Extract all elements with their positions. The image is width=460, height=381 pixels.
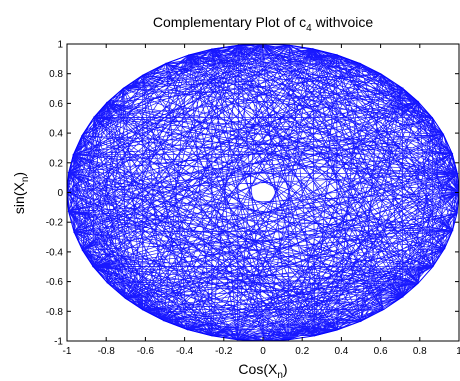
y-axis-label-suffix: ) <box>11 172 27 177</box>
plot-area: -1 -0.8 -0.6 -0.4 -0.2 0 0.2 0.4 0.6 0.8 1 -1-0.8-… <box>46 40 460 358</box>
x-tick-label: 0 <box>260 346 266 357</box>
x-axis-label-subscript: n <box>277 370 283 381</box>
chart-title-main: Complementary Plot of c <box>153 14 306 30</box>
x-axis-label-main: Cos(X <box>238 361 278 377</box>
x-tick-label: -0.4 <box>176 346 194 357</box>
x-axis-label: Cos(Xn) <box>238 361 287 381</box>
y-axis-label-main: sin(X <box>11 182 27 215</box>
x-tick-label: -0.6 <box>137 346 155 357</box>
y-tick-label: 0 <box>57 188 63 199</box>
x-tick-label: -1 <box>63 346 72 357</box>
chart-title-suffix: withvoice <box>312 14 374 30</box>
y-tick-label: 0.4 <box>49 129 63 140</box>
chart-title-subscript: 4 <box>306 23 312 34</box>
data-layer <box>67 44 459 341</box>
x-tick-label: 0.4 <box>334 346 348 357</box>
y-tick-label: 0.6 <box>49 99 63 110</box>
chart-title: Complementary Plot of c4 withvoice <box>153 14 374 34</box>
y-tick-label: -0.4 <box>46 247 64 258</box>
y-axis-label-subscript: n <box>20 177 31 183</box>
x-tick-label: 1 <box>456 346 460 357</box>
y-tick-label: 0.2 <box>49 158 63 169</box>
series-boundary <box>67 44 459 341</box>
y-tick-label: 0.8 <box>49 69 63 80</box>
series-line <box>67 44 459 341</box>
y-tick-label: 1 <box>57 40 63 51</box>
x-tick-label: -0.2 <box>215 346 233 357</box>
y-tick-label: -0.8 <box>46 307 64 318</box>
y-axis-label: sin(Xn) <box>11 172 31 214</box>
x-tick-label: 0.2 <box>295 346 309 357</box>
y-ticks: -1 -0.8 -0.6 -0.4 -0.2 0 0.2 0.4 0.6 0.8 1 <box>46 40 459 348</box>
x-axis-label-suffix: ) <box>283 361 288 377</box>
x-tick-label: -0.8 <box>98 346 116 357</box>
y-tick-label: -1 <box>54 337 63 348</box>
x-tick-label: 0.6 <box>374 346 388 357</box>
x-tick-label: 0.8 <box>413 346 427 357</box>
x-ticks: -1 -0.8 -0.6 -0.4 -0.2 0 0.2 0.4 0.6 0.8 1 <box>63 44 460 357</box>
y-tick-label: -0.2 <box>46 218 64 229</box>
y-tick-label: -0.6 <box>46 277 64 288</box>
